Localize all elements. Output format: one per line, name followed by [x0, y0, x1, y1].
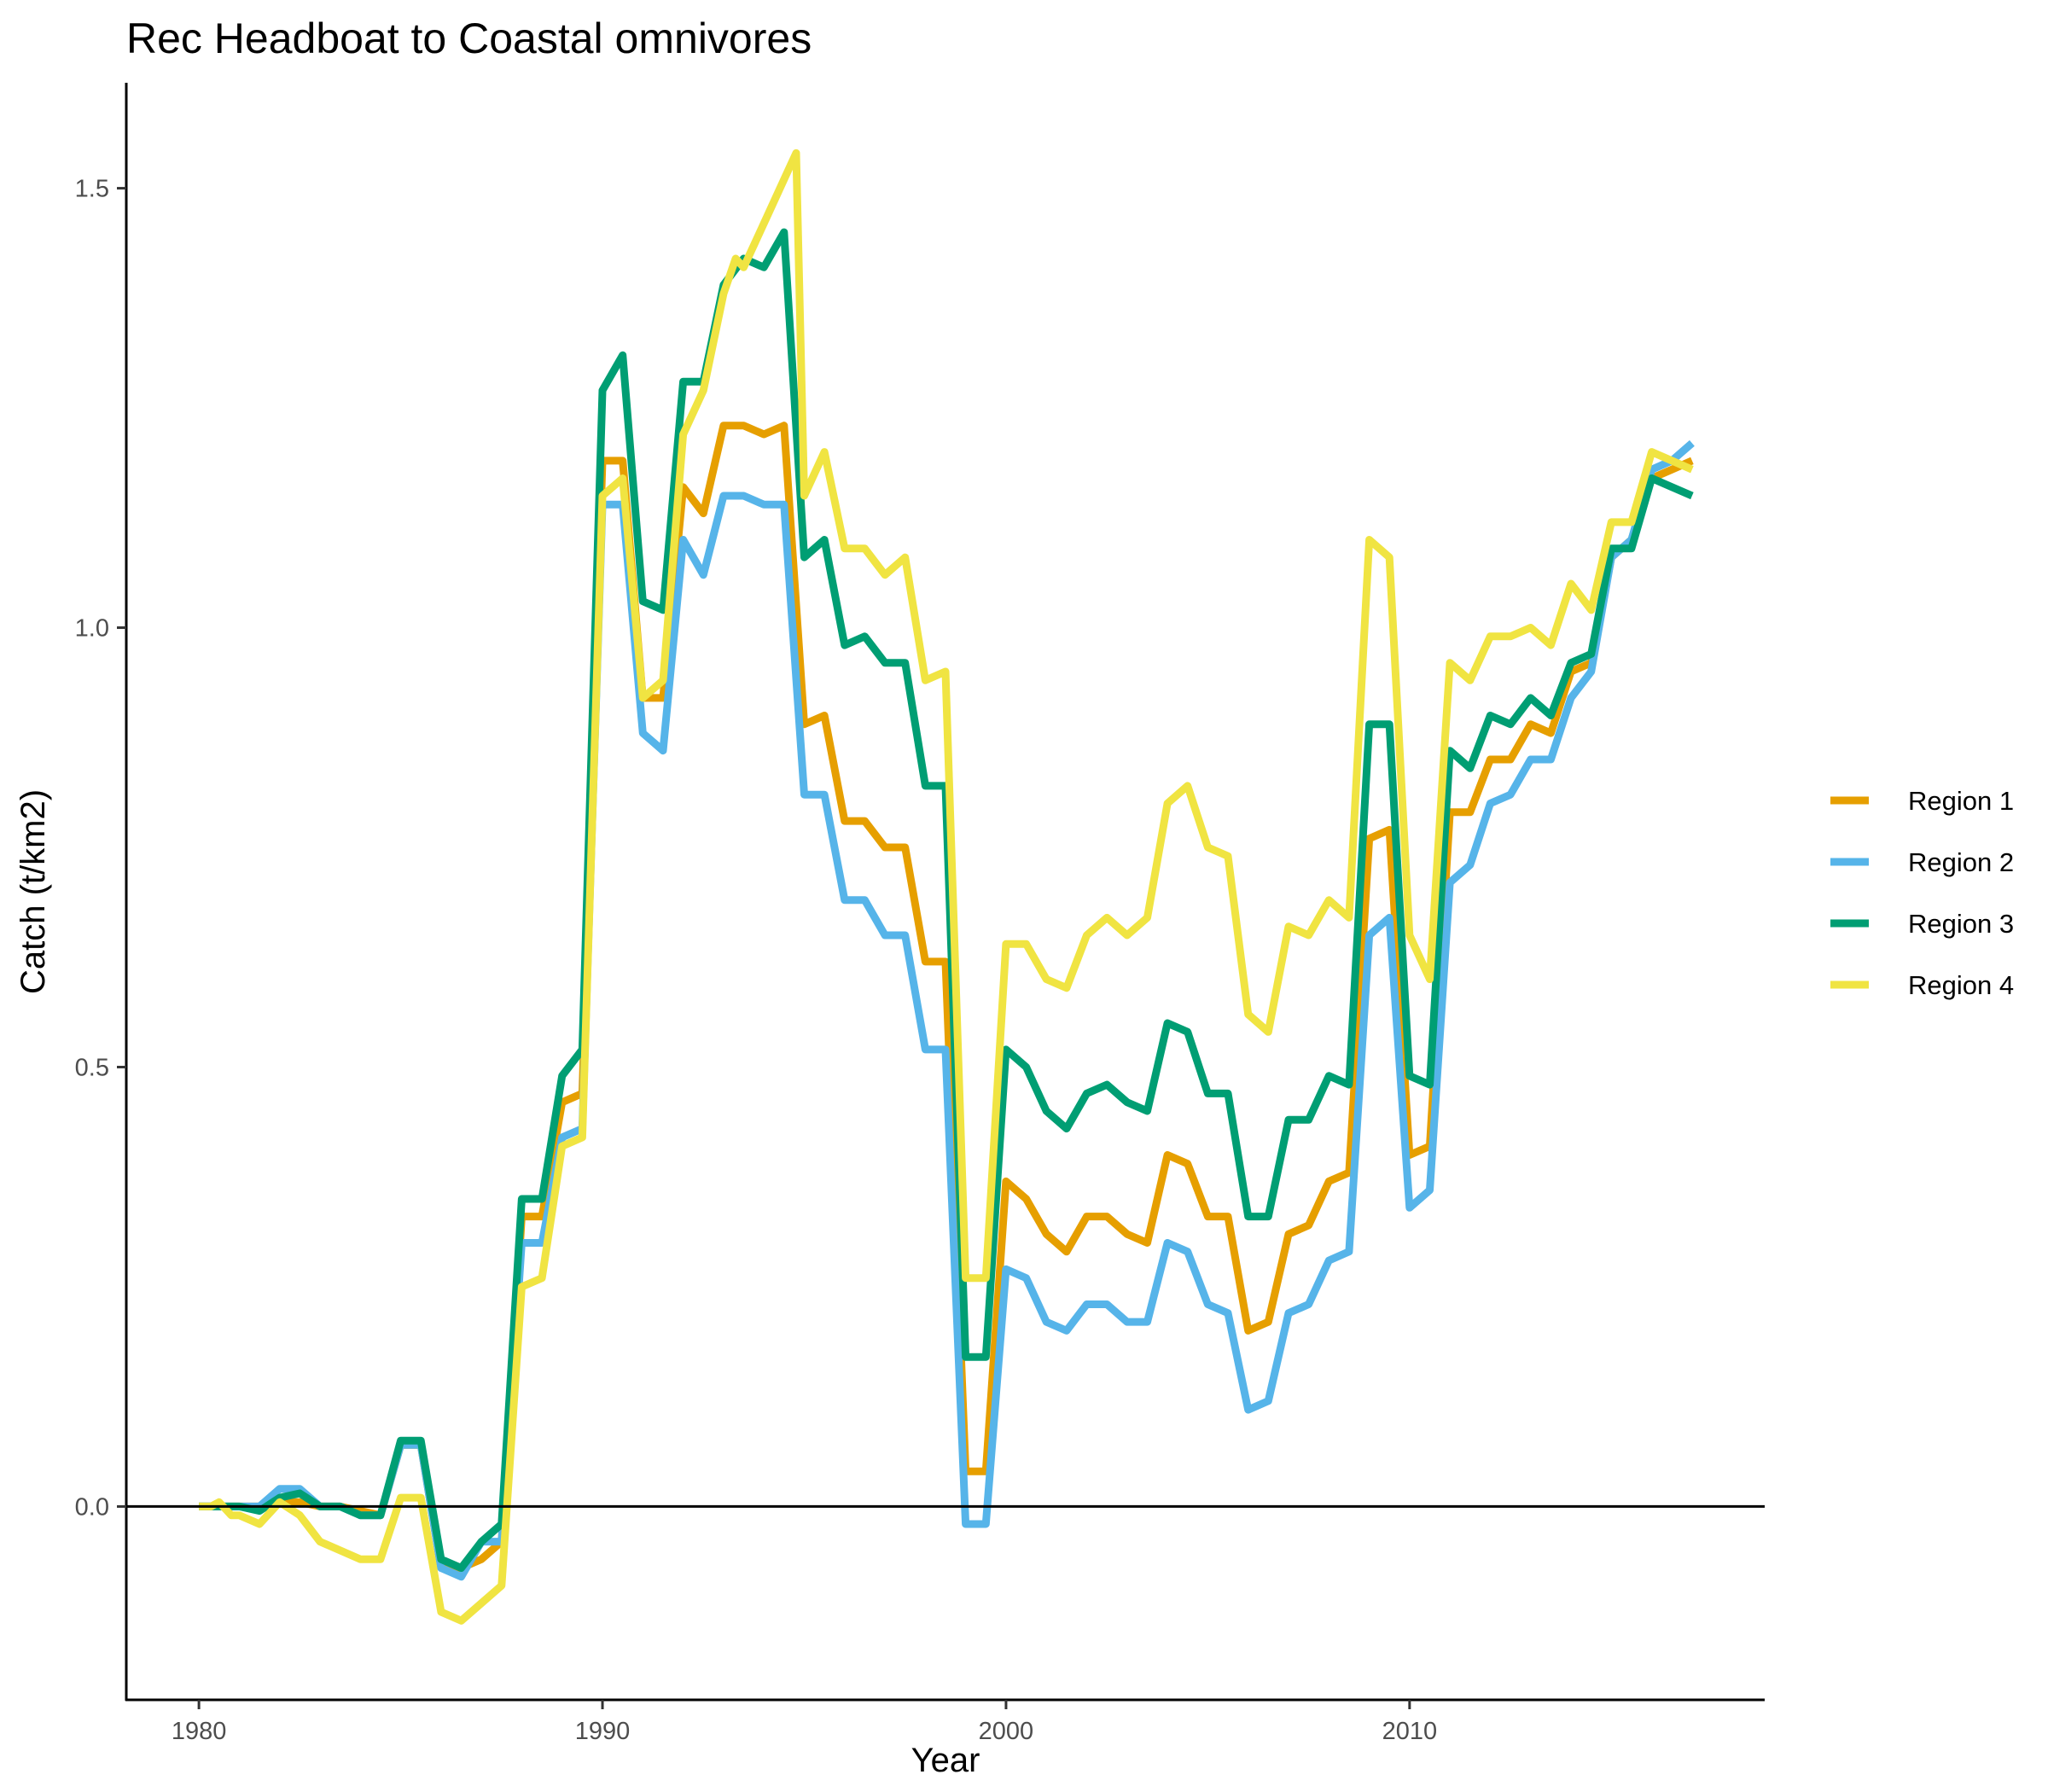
y-tick-label: 1.0: [75, 615, 109, 643]
series-line-region-1: [199, 422, 1694, 1572]
y-axis-title: Catch (t/km2): [15, 789, 52, 994]
legend: Region 1 Region 2 Region 3 Region 4: [1830, 786, 2014, 1000]
x-tick-label: 2000: [979, 1718, 1034, 1745]
x-tick-label: 1980: [172, 1718, 227, 1745]
series-line-region-3: [199, 228, 1694, 1572]
legend-label-region-3: Region 3: [1908, 909, 2014, 939]
legend-label-region-2: Region 2: [1908, 847, 2014, 877]
x-tick-label: 2010: [1382, 1718, 1438, 1745]
legend-label-region-4: Region 4: [1908, 970, 2014, 1000]
x-axis-title: Year: [911, 1742, 980, 1779]
chart-title: Rec Headboat to Coastal omnivores: [126, 15, 812, 62]
y-tick-label: 1.5: [75, 176, 109, 203]
series-line-region-4: [199, 148, 1694, 1625]
series-line-region-2: [199, 439, 1695, 1581]
y-tick-label: 0.0: [75, 1493, 109, 1521]
legend-label-region-1: Region 1: [1908, 786, 2014, 816]
plot-lines: [199, 148, 1695, 1625]
y-axis-ticks: 0.0 0.5 1.0 1.5: [75, 176, 126, 1521]
y-tick-label: 0.5: [75, 1054, 109, 1081]
x-axis-ticks: 1980 1990 2000 2010: [172, 1700, 1437, 1745]
x-tick-label: 1990: [575, 1718, 631, 1745]
